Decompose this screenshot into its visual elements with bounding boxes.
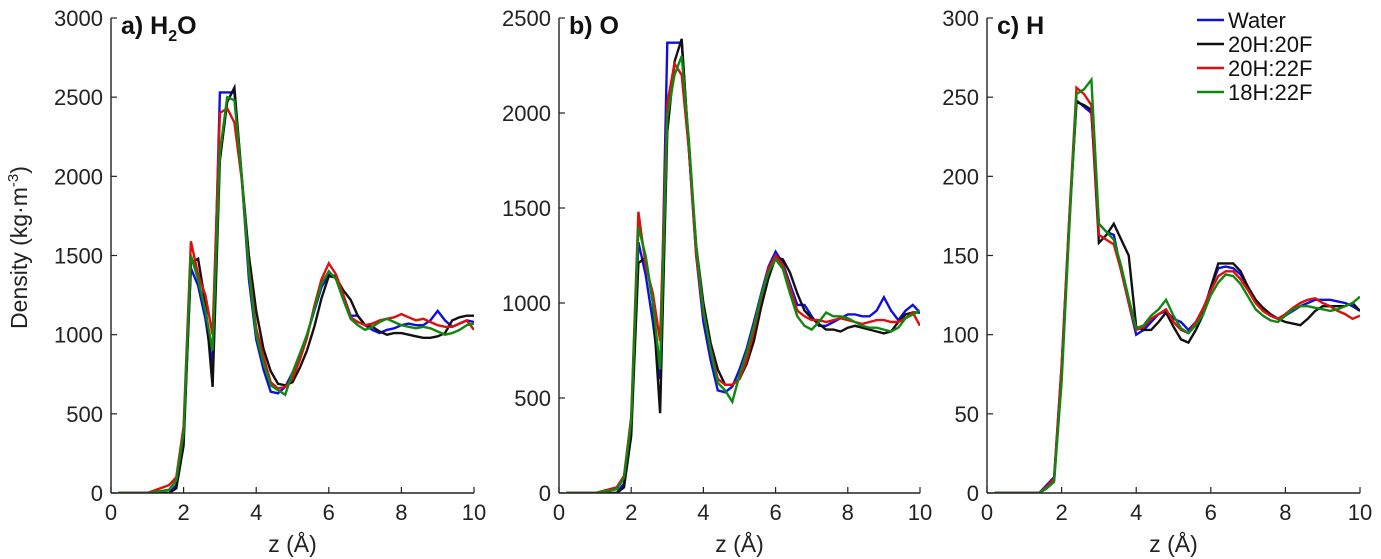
y-tick-label: 250 bbox=[942, 85, 979, 110]
legend-label: Water bbox=[1228, 8, 1286, 33]
x-tick-label: 8 bbox=[842, 500, 854, 525]
x-tick-label: 8 bbox=[1279, 500, 1291, 525]
x-tick-label: 10 bbox=[908, 500, 932, 525]
series-line-20h-22f bbox=[118, 106, 474, 493]
y-tick-label: 1500 bbox=[502, 196, 551, 221]
series-line-20h-22f bbox=[566, 60, 920, 493]
y-tick-label: 1500 bbox=[54, 244, 103, 269]
y-tick-label: 2500 bbox=[502, 6, 551, 31]
series-line-20h-20f bbox=[118, 83, 474, 493]
x-tick-label: 2 bbox=[625, 500, 637, 525]
y-tick-label: 50 bbox=[955, 402, 979, 427]
y-tick-label: 300 bbox=[942, 6, 979, 31]
x-tick-label: 0 bbox=[981, 500, 993, 525]
y-tick-label: 150 bbox=[942, 244, 979, 269]
x-tick-label: 0 bbox=[553, 500, 565, 525]
x-axis-label: z (Å) bbox=[1149, 530, 1198, 557]
x-tick-label: 8 bbox=[395, 500, 407, 525]
x-tick-label: 0 bbox=[105, 500, 117, 525]
x-axis-label: z (Å) bbox=[715, 530, 764, 557]
y-tick-label: 100 bbox=[942, 323, 979, 348]
y-tick-label: 2000 bbox=[54, 164, 103, 189]
x-axis-label: z (Å) bbox=[268, 530, 317, 557]
y-tick-label: 2500 bbox=[54, 85, 103, 110]
x-tick-label: 4 bbox=[697, 500, 709, 525]
y-tick-label: 3000 bbox=[54, 6, 103, 31]
series-line-water bbox=[566, 41, 920, 493]
y-tick-label: 200 bbox=[942, 164, 979, 189]
series-line-20h-22f bbox=[994, 85, 1360, 493]
x-tick-label: 10 bbox=[1348, 500, 1372, 525]
series-line-20h-20f bbox=[566, 38, 920, 493]
y-tick-label: 0 bbox=[539, 481, 551, 506]
panel-1: 0 2 4 6 8 10 0 500 1000 1500 2000 2500 3000 z (Å) a) H… bbox=[5, 6, 486, 557]
series-line-water bbox=[994, 97, 1360, 493]
x-tick-label: 6 bbox=[1205, 500, 1217, 525]
series-line-18h-22f bbox=[994, 76, 1360, 493]
x-tick-label: 2 bbox=[1055, 500, 1067, 525]
y-tick-label: 1000 bbox=[502, 291, 551, 316]
series-line-18h-22f bbox=[566, 55, 920, 493]
x-tick-label: 6 bbox=[769, 500, 781, 525]
x-tick-label: 6 bbox=[323, 500, 335, 525]
x-tick-label: 4 bbox=[250, 500, 262, 525]
x-tick-label: 10 bbox=[462, 500, 486, 525]
y-tick-label: 2000 bbox=[502, 101, 551, 126]
panel-title: a) H2O bbox=[121, 12, 197, 45]
legend-label: 20H:20F bbox=[1228, 32, 1312, 57]
x-tick-label: 2 bbox=[177, 500, 189, 525]
series-line-20h-20f bbox=[994, 100, 1360, 493]
series-line-18h-22f bbox=[118, 95, 474, 493]
y-tick-label: 0 bbox=[967, 481, 979, 506]
legend-label: 20H:22F bbox=[1228, 56, 1312, 81]
panel-title: c) H bbox=[997, 12, 1044, 40]
panel-2: 0 2 4 6 8 10 0 500 1000 1500 2000 2500 z (Å) b) O bbox=[502, 6, 932, 557]
y-tick-label: 500 bbox=[66, 402, 103, 427]
y-tick-label: 0 bbox=[91, 481, 103, 506]
series-line-water bbox=[118, 91, 474, 493]
y-tick-label: 500 bbox=[514, 386, 551, 411]
panel-title: b) O bbox=[569, 12, 619, 40]
legend-label: 18H:22F bbox=[1228, 80, 1312, 105]
y-tick-label: 1000 bbox=[54, 323, 103, 348]
x-tick-label: 4 bbox=[1130, 500, 1142, 525]
y-axis-label: Density (kg·m-3) bbox=[5, 166, 32, 329]
